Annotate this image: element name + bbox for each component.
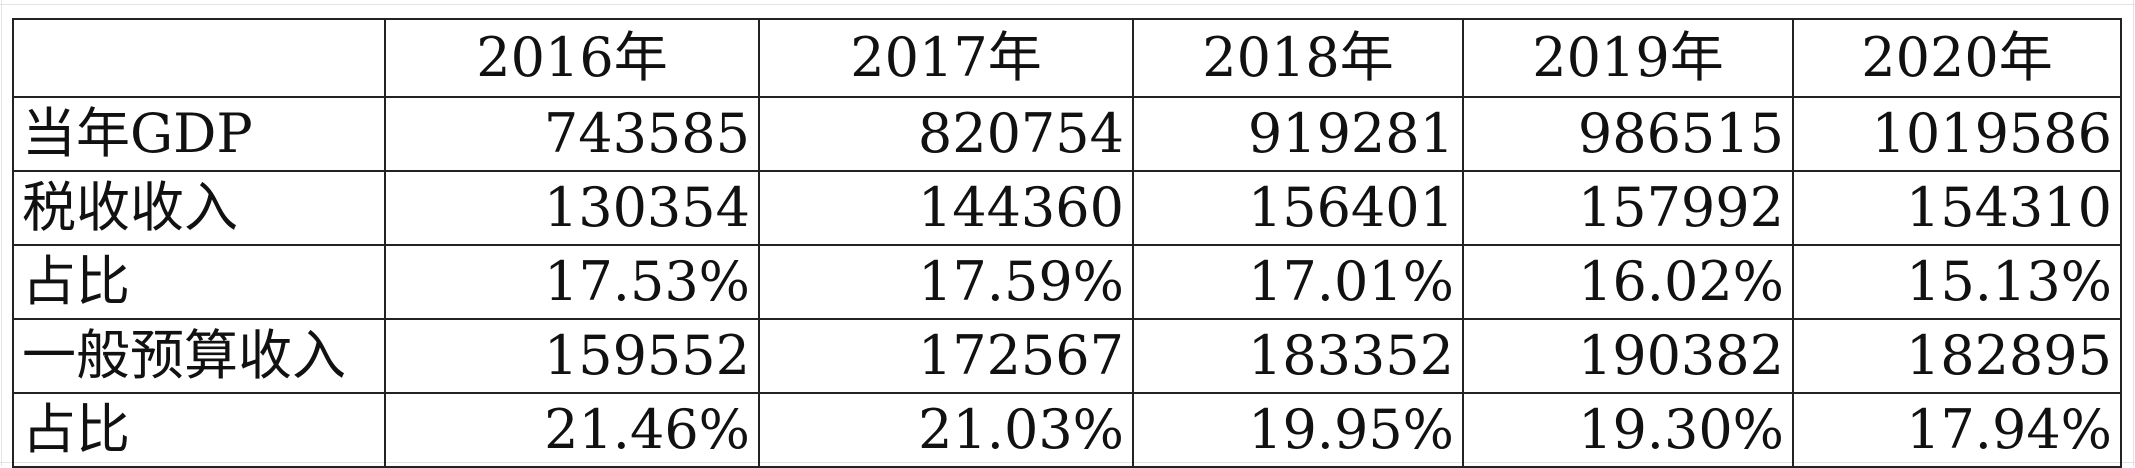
table-cell[interactable]: 130354 xyxy=(384,170,760,246)
year-header-2019[interactable]: 2019年 xyxy=(1462,18,1794,98)
table-cell[interactable]: 820754 xyxy=(758,96,1134,172)
table-cell[interactable]: 156401 xyxy=(1132,170,1464,246)
gridline xyxy=(0,4,2135,5)
table-cell[interactable]: 190382 xyxy=(1462,318,1794,394)
table-cell[interactable]: 183352 xyxy=(1132,318,1464,394)
gdp-tax-table: 2016年 2017年 2018年 2019年 2020年 当年GDP 7435… xyxy=(12,18,2122,468)
row-label-gdp[interactable]: 当年GDP xyxy=(12,96,386,172)
header-row: 2016年 2017年 2018年 2019年 2020年 xyxy=(12,18,2122,98)
table-cell[interactable]: 986515 xyxy=(1462,96,1794,172)
table-cell[interactable]: 17.59% xyxy=(758,244,1134,320)
table-cell[interactable]: 154310 xyxy=(1792,170,2122,246)
table-cell[interactable]: 17.01% xyxy=(1132,244,1464,320)
table-cell[interactable]: 19.30% xyxy=(1462,392,1794,468)
table-cell[interactable]: 157992 xyxy=(1462,170,1794,246)
table-cell[interactable]: 159552 xyxy=(384,318,760,394)
year-header-2017[interactable]: 2017年 xyxy=(758,18,1134,98)
row-label-general-budget[interactable]: 一般预算收入 xyxy=(12,318,386,394)
table-cell[interactable]: 17.53% xyxy=(384,244,760,320)
table-cell[interactable]: 17.94% xyxy=(1792,392,2122,468)
year-header-2016[interactable]: 2016年 xyxy=(384,18,760,98)
year-header-2020[interactable]: 2020年 xyxy=(1792,18,2122,98)
table-cell[interactable]: 16.02% xyxy=(1462,244,1794,320)
year-header-2018[interactable]: 2018年 xyxy=(1132,18,1464,98)
table-row: 占比 21.46% 21.03% 19.95% 19.30% 17.94% xyxy=(12,392,2122,468)
gridline xyxy=(2133,0,2134,466)
table-row: 税收收入 130354 144360 156401 157992 154310 xyxy=(12,170,2122,246)
table-cell[interactable]: 21.46% xyxy=(384,392,760,468)
table-row: 当年GDP 743585 820754 919281 986515 101958… xyxy=(12,96,2122,172)
table-cell[interactable]: 182895 xyxy=(1792,318,2122,394)
table-cell[interactable]: 19.95% xyxy=(1132,392,1464,468)
table-cell[interactable]: 172567 xyxy=(758,318,1134,394)
corner-cell[interactable] xyxy=(12,18,386,98)
row-label-tax-revenue[interactable]: 税收收入 xyxy=(12,170,386,246)
table-cell[interactable]: 743585 xyxy=(384,96,760,172)
table-cell[interactable]: 144360 xyxy=(758,170,1134,246)
table-cell[interactable]: 919281 xyxy=(1132,96,1464,172)
table-cell[interactable]: 21.03% xyxy=(758,392,1134,468)
table-cell[interactable]: 1019586 xyxy=(1792,96,2122,172)
table-row: 一般预算收入 159552 172567 183352 190382 18289… xyxy=(12,318,2122,394)
gridline xyxy=(1,0,2,466)
table-cell[interactable]: 15.13% xyxy=(1792,244,2122,320)
table-row: 占比 17.53% 17.59% 17.01% 16.02% 15.13% xyxy=(12,244,2122,320)
row-label-tax-share[interactable]: 占比 xyxy=(12,244,386,320)
row-label-budget-share[interactable]: 占比 xyxy=(12,392,386,468)
